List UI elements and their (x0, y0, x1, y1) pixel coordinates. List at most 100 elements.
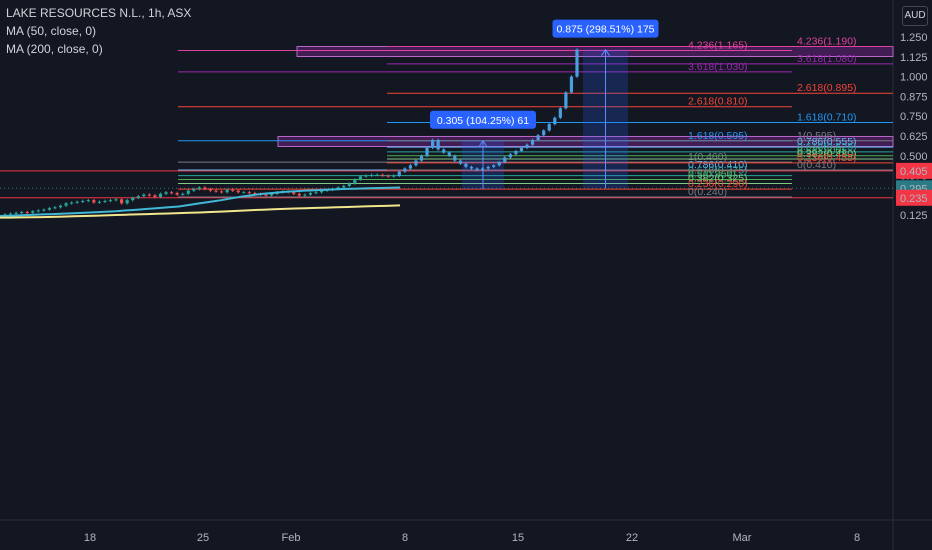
fib-level-label: 4.236(1.190) (797, 36, 857, 48)
measure-label: 0.305 (104.25%) 61 (437, 115, 529, 127)
candle-body (81, 200, 85, 202)
candle-body (558, 108, 562, 118)
candle-body (14, 212, 18, 214)
ma50-legend: MA (50, close, 0) (6, 24, 97, 38)
candle-body (269, 193, 274, 196)
candle-body (347, 183, 351, 186)
candle-body (469, 166, 474, 169)
candle-body (20, 212, 24, 214)
measure-label: 0.875 (298.51%) 175 (556, 24, 654, 36)
measure-arrowhead (601, 48, 610, 56)
candle-body (475, 168, 479, 171)
candle-body (553, 117, 557, 125)
candle-body (436, 139, 440, 150)
candle-body (86, 200, 90, 202)
candle-body (353, 179, 357, 184)
candle-body (75, 201, 79, 203)
candle-body (236, 190, 240, 193)
candle-body (203, 187, 207, 190)
candle-body (414, 160, 418, 166)
y-tick-label: 1.000 (900, 72, 928, 84)
candle-body (158, 193, 163, 197)
candle-body (53, 207, 57, 209)
candle-body (442, 149, 446, 153)
candle-body (231, 189, 235, 191)
measure-label-box (430, 110, 536, 129)
price-label-box (896, 162, 932, 179)
y-tick-label: 1.250 (900, 32, 928, 44)
price-label-box (896, 189, 932, 206)
candle-body (181, 193, 185, 195)
x-tick-label: 18 (84, 532, 96, 544)
fib-level-label: 2.618(0.895) (797, 82, 857, 94)
x-tick-label: 8 (854, 532, 860, 544)
candle-body (386, 175, 390, 177)
fib-level-label: 4.236(1.165) (688, 39, 748, 51)
candle-body (375, 174, 379, 176)
candle-body (8, 213, 13, 215)
fib-level-label: 1(0.460) (688, 151, 727, 163)
candle-body (319, 190, 324, 193)
y-tick-label: 0.125 (900, 210, 928, 222)
candle-body (153, 195, 157, 197)
candle-body (47, 208, 52, 210)
candle-body (314, 192, 318, 194)
candle-body (242, 192, 246, 194)
candle-body (392, 175, 396, 177)
candle-body (92, 200, 96, 203)
currency-button[interactable]: AUD (902, 6, 928, 26)
x-tick-label: 15 (512, 532, 524, 544)
candle-body (164, 192, 168, 194)
candle-body (297, 193, 301, 196)
fib-level-label: 1(0.595) (797, 130, 836, 142)
candle-body (219, 191, 224, 193)
candle-body (103, 200, 107, 202)
candle-body (303, 194, 307, 196)
y-tick-label: 1.125 (900, 52, 928, 64)
candle-body (508, 154, 512, 158)
y-tick-label: 0.500 (900, 151, 928, 163)
candle-body (192, 189, 196, 191)
candle-body (447, 152, 451, 156)
candle-body (492, 165, 496, 167)
candle-body (536, 135, 540, 140)
measure-label-box (552, 19, 659, 38)
candle-body (564, 92, 568, 109)
fib-level-label: 1.618(0.595) (688, 130, 748, 142)
candle-body (519, 147, 524, 152)
candle-body (36, 210, 40, 212)
candle-body (381, 174, 385, 176)
candle-body (408, 165, 412, 169)
candle-body (431, 139, 435, 148)
candle-body (225, 189, 229, 193)
fib-level-label: 0.618(0.375) (688, 165, 748, 177)
candle-body (25, 212, 29, 214)
price-label-text: 0.235 (900, 193, 928, 205)
candle-body (364, 175, 368, 177)
candle-body (419, 155, 424, 161)
candle-body (97, 201, 102, 203)
y-tick-label: 0.625 (900, 131, 928, 143)
candle-body (208, 189, 213, 191)
candle-body (292, 192, 296, 194)
measure-arrowhead (478, 139, 488, 148)
candle-body (125, 200, 129, 204)
fib-level-label: 0(0.240) (688, 186, 727, 198)
candle-body (175, 193, 179, 195)
y-tick-label: 0.875 (900, 91, 928, 103)
fib-level-label: 1.618(0.710) (797, 112, 857, 124)
fib-level-label: 0.236(0.455) (797, 152, 857, 164)
fib-zone-rect (277, 135, 894, 147)
y-tick-label: 0.750 (900, 111, 928, 123)
candle-body (464, 163, 468, 167)
candle-body (247, 192, 251, 194)
candle-body (342, 185, 346, 188)
candle-body (136, 196, 140, 198)
candle-body (425, 147, 429, 156)
fib-level-label: 0.786(0.555) (797, 136, 857, 148)
candle-body (547, 124, 551, 131)
fib-level-label: 0.236(0.290) (688, 178, 748, 190)
candle-body (530, 139, 535, 145)
candle-body (42, 209, 46, 211)
